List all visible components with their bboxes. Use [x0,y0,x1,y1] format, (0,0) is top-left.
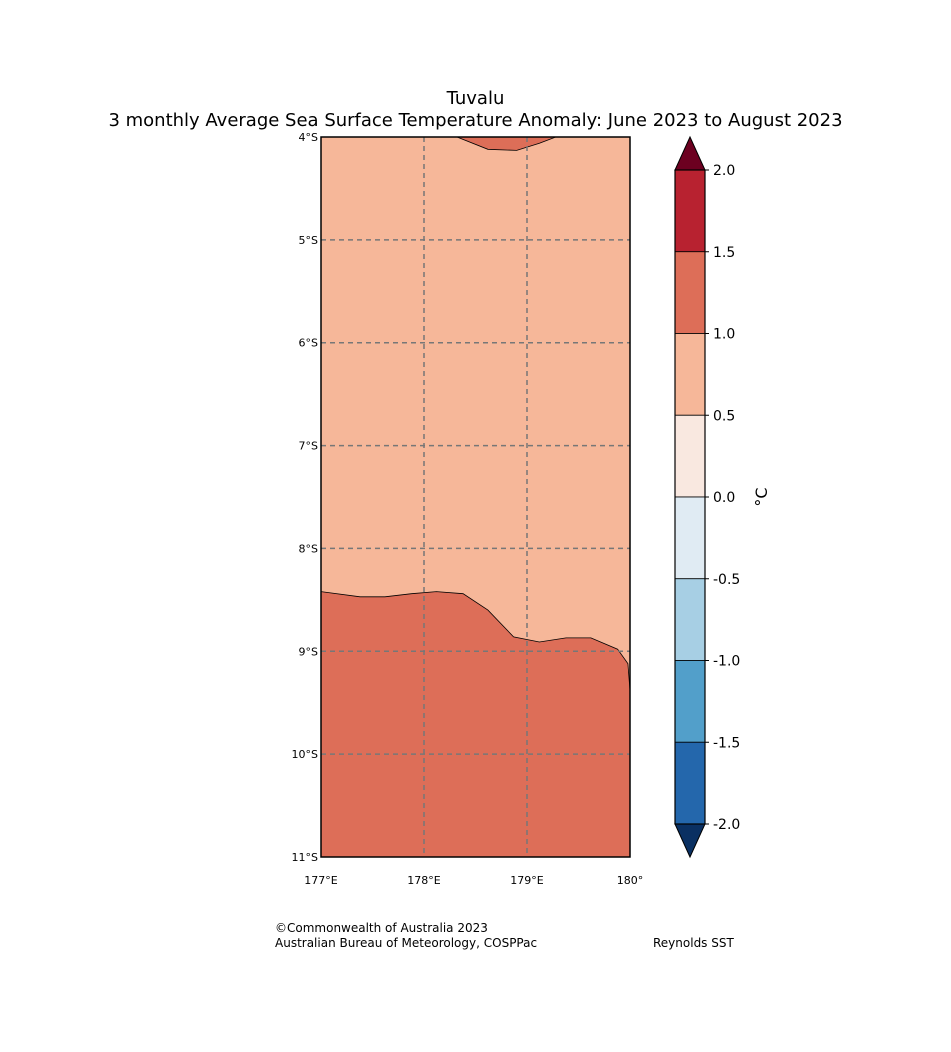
colorbar-tick-label: -2.0 [713,817,740,833]
colorbar-bin [674,496,706,580]
colorbar-bin [674,333,706,416]
lon-label: 178°E [407,874,440,887]
colorbar-tick-label: 1.5 [713,245,735,261]
colorbar-extend-max [674,135,706,171]
colorbar-tick-label: 1.0 [713,327,735,343]
map-title: Tuvalu [446,88,505,109]
lat-label: 9°S [299,645,318,658]
lat-label: 4°S [299,131,318,144]
colorbar-bin [674,741,706,825]
region-anomaly-1.5-2.0-top [457,137,556,151]
colorbar-tick-label: -1.0 [713,654,740,670]
colorbar-tick-label: 0.0 [713,490,735,506]
colorbar-bin [674,578,706,661]
map-panel: 4°S 5°S 6°S 7°S 8°S 9°S 10°S 11°S 177°E 178°E 179… [292,131,644,887]
colorbar-bin [674,251,706,334]
contour-anomaly-1.5-2.0-top [456,136,556,151]
colorbar-bin [674,660,706,743]
colorbar: 2.0 1.5 1.0 0.5 0.0 -0.5 -1.0 -1.5 -2.0 °C [674,135,771,859]
map-frame [320,136,631,858]
colorbar-tick-label: -0.5 [713,572,740,588]
lat-label: 8°S [299,542,318,555]
copyright-text: ©Commonwealth of Australia 2023 [275,921,488,935]
lat-label: 11°S [292,851,318,864]
lat-label: 10°S [292,748,318,761]
region-anomaly-1.5-2.0-south [321,591,630,857]
colorbar-extend-min [674,823,706,859]
lon-label: 177°E [304,874,337,887]
map-subtitle: 3 monthly Average Sea Surface Temperatur… [108,110,843,131]
agency-text: Australian Bureau of Meteorology, COSPPa… [275,936,538,950]
colorbar-bin [674,414,706,498]
footer-credits: ©Commonwealth of Australia 2023 Australi… [275,921,537,951]
lat-label: 5°S [299,234,318,247]
colorbar-bin [674,169,706,253]
contour-anomaly-1.5-2.0-south [320,591,631,691]
colorbar-tick-label: -1.5 [713,735,740,751]
data-source-text: Reynolds SST [653,936,734,950]
lat-label: 6°S [299,337,318,350]
colorbar-tick-label: 0.5 [713,408,735,424]
colorbar-unit-label: °C [752,487,771,506]
lat-label: 7°S [299,440,318,453]
lon-label: 179°E [510,874,543,887]
colorbar-tick-label: 2.0 [713,163,735,179]
lon-label: 180° [617,874,644,887]
